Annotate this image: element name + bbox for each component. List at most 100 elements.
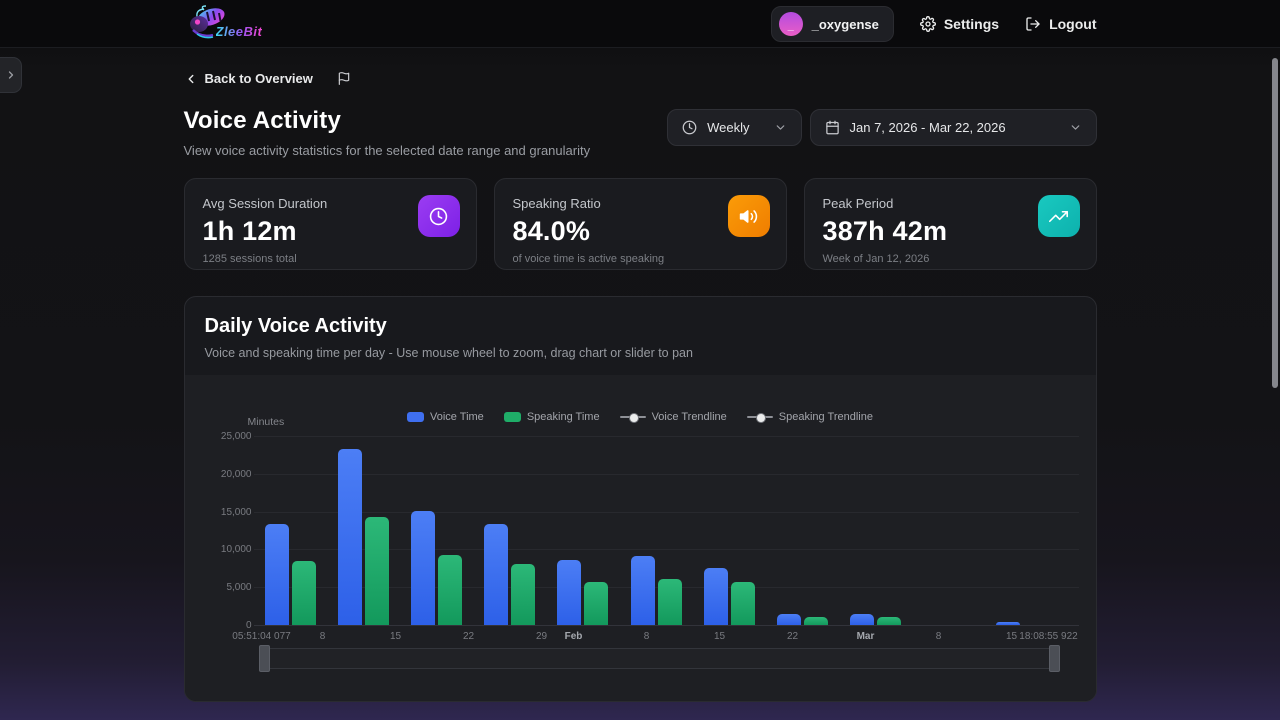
- speaking-bar-jan-12: [365, 516, 390, 625]
- voice-bar-feb-23: [776, 613, 801, 625]
- legend-item-voice-trendline[interactable]: Voice Trendline: [619, 411, 727, 423]
- gear-icon: [919, 16, 936, 32]
- speaking-bar-feb-16: [730, 581, 755, 625]
- x-axis-tick: 29: [535, 631, 548, 642]
- gridline: [253, 625, 1079, 626]
- user-name: _oxygense: [811, 16, 879, 32]
- gridline: [253, 473, 1079, 475]
- slider-handle-left[interactable]: [258, 645, 270, 672]
- chevron-down-icon: [1071, 125, 1079, 130]
- x-axis-tick: 15: [713, 631, 726, 642]
- legend-label: Voice Trendline: [651, 411, 727, 423]
- voice-bar-mar-16: [996, 621, 1020, 625]
- voice-bar-jan-5: [265, 524, 289, 625]
- x-axis-tick: 18:08:55 922: [1019, 631, 1078, 642]
- chevron-down-icon: [776, 125, 784, 130]
- legend-item-voice-time[interactable]: Voice Time: [407, 411, 484, 423]
- date-range-value: Jan 7, 2026 - Mar 22, 2026: [849, 120, 1006, 135]
- voice-bar-jan-12: [338, 449, 363, 625]
- gridline: [253, 436, 1079, 437]
- stat-label: Peak Period: [822, 196, 894, 211]
- granularity-value: Weekly: [707, 120, 750, 135]
- legend-line-marker: [746, 412, 773, 423]
- back-to-overview-link[interactable]: Back to Overview: [184, 71, 313, 86]
- logout-label: Logout: [1049, 16, 1097, 32]
- voice-bar-jan-19: [411, 510, 436, 625]
- settings-button[interactable]: Settings: [919, 16, 999, 32]
- y-axis-tick: 25,000: [220, 431, 252, 442]
- stat-card-peak-period: Peak Period 387h 42m Week of Jan 12, 202…: [803, 178, 1097, 270]
- back-label: Back to Overview: [204, 71, 313, 86]
- user-avatar: _: [778, 12, 803, 36]
- main-content: Back to Overview Voice Activity View voi…: [183, 71, 1097, 702]
- voice-bar-mar-2: [849, 614, 874, 625]
- speaking-bar-feb-2: [584, 581, 609, 625]
- legend-label: Voice Time: [430, 411, 484, 423]
- sidebar-expand-button[interactable]: [0, 57, 22, 93]
- legend-item-speaking-time[interactable]: Speaking Time: [503, 411, 600, 423]
- x-axis-tick: Mar: [856, 631, 875, 642]
- logout-button[interactable]: Logout: [1025, 16, 1097, 32]
- stat-sub: 1285 sessions total: [202, 253, 297, 265]
- legend-item-speaking-trendline[interactable]: Speaking Trendline: [746, 411, 873, 423]
- y-axis-tick: 20,000: [220, 468, 252, 480]
- logo-bug-icon: [189, 5, 225, 39]
- chevron-right-icon: [8, 71, 13, 79]
- speaker-icon: [727, 195, 770, 237]
- stat-label: Avg Session Duration: [202, 196, 328, 211]
- page-title: Voice Activity: [183, 107, 342, 134]
- x-axis-tick: 8: [935, 631, 942, 642]
- stat-sub: Week of Jan 12, 2026: [822, 253, 930, 265]
- y-axis-tick: 15,000: [220, 506, 252, 518]
- flag-icon: [338, 72, 350, 85]
- calendar-icon: [825, 120, 839, 135]
- x-axis-tick: Feb: [564, 631, 583, 642]
- chart-area: Minutes Voice Time Speaking Time Voice Tre…: [184, 375, 1096, 701]
- date-range-select[interactable]: Jan 7, 2026 - Mar 22, 2026: [809, 109, 1097, 146]
- x-axis-tick: 8: [319, 631, 326, 642]
- stat-value: 84.0%: [512, 216, 591, 246]
- x-axis-tick: 15: [389, 631, 402, 642]
- top-navbar: ZleeBit _ _oxygense Settings Logout: [0, 0, 1280, 48]
- y-axis-tick: 10,000: [220, 544, 252, 556]
- daily-voice-activity-card: Daily Voice Activity Voice and speaking …: [183, 296, 1097, 702]
- logout-icon: [1026, 17, 1040, 31]
- legend-swatch: [407, 412, 424, 422]
- speaking-bar-jan-5: [292, 560, 316, 625]
- chevron-left-icon: [188, 74, 193, 83]
- chart-legend: Voice Time Speaking Time Voice Trendline Sp…: [185, 411, 1096, 423]
- granularity-select[interactable]: Weekly: [667, 109, 802, 146]
- voice-bar-feb-2: [557, 559, 582, 625]
- speaking-bar-mar-2: [876, 617, 901, 625]
- stat-value: 387h 42m: [822, 216, 948, 246]
- y-axis-tick: 0: [245, 620, 252, 631]
- stat-sub: of voice time is active speaking: [512, 253, 665, 265]
- gridline: [253, 549, 1079, 551]
- stat-card-speaking-ratio: Speaking Ratio 84.0% of voice time is ac…: [493, 178, 787, 270]
- zleebit-logo[interactable]: ZleeBit: [184, 2, 262, 46]
- flag-button[interactable]: [337, 71, 351, 86]
- x-axis-tick: 22: [462, 631, 475, 642]
- user-menu-button[interactable]: _ _oxygense: [770, 6, 894, 42]
- zoom-slider[interactable]: [258, 645, 1060, 672]
- stat-label: Speaking Ratio: [512, 196, 601, 211]
- x-axis-tick: 05:51:04 077: [232, 631, 291, 642]
- x-axis-tick: 15: [1005, 631, 1018, 642]
- speaking-bar-feb-9: [657, 578, 682, 625]
- speaking-bar-jan-26: [511, 563, 536, 625]
- speaking-bar-jan-19: [438, 554, 463, 625]
- voice-bar-jan-26: [484, 523, 509, 625]
- legend-line-marker: [619, 412, 646, 423]
- slider-handle-right[interactable]: [1048, 645, 1060, 672]
- speaking-bar-feb-23: [803, 616, 828, 625]
- scrollbar-thumb[interactable]: [1272, 58, 1278, 388]
- legend-label: Speaking Time: [526, 411, 600, 423]
- legend-label: Speaking Trendline: [778, 411, 873, 423]
- voice-bar-feb-16: [703, 568, 728, 625]
- clock-icon: [417, 195, 460, 237]
- page-header: Voice Activity View voice activity stati…: [184, 107, 591, 158]
- stat-value: 1h 12m: [202, 216, 297, 246]
- stat-card-avg-session: Avg Session Duration 1h 12m 1285 session…: [183, 178, 477, 270]
- chart-subtitle: Voice and speaking time per day - Use mo…: [204, 346, 693, 360]
- logo-wordmark: ZleeBit: [215, 24, 263, 39]
